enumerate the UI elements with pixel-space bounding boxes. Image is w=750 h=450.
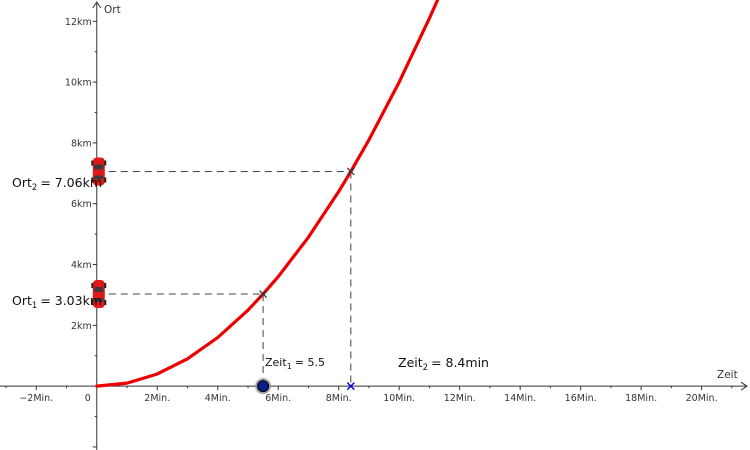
curve-point-marker-2 [346, 167, 355, 176]
car-rear-window [94, 298, 104, 303]
car-windshield [94, 164, 104, 170]
y-axis-label: Ort [104, 4, 121, 16]
cars [91, 157, 107, 309]
y-tick-label: 4km [71, 260, 92, 271]
x-tick-label: 4Min. [205, 393, 231, 404]
car-windshield [94, 287, 104, 293]
car-wheel [104, 177, 107, 183]
x-tick-label: 12Min. [444, 393, 476, 404]
curve-point-marker-1 [259, 290, 268, 298]
car-wheel [104, 300, 107, 306]
y-tick-label: 6km [71, 199, 92, 210]
car-rear-window [94, 175, 104, 180]
x-tick-label: 18Min. [625, 393, 657, 404]
y-tick-label: 10km [65, 78, 92, 89]
zeit2-label: Zeit2 = 8.4min [398, 355, 489, 373]
x-tick-label: 10Min. [383, 393, 415, 404]
markers [255, 167, 355, 395]
zeit1-slider-point[interactable] [257, 380, 270, 393]
x-axis-label: Zeit [717, 369, 738, 381]
car-wheel [91, 160, 94, 166]
x-tick-label: 20Min. [686, 393, 718, 404]
ort2-label: Ort2 = 7.06km [12, 175, 102, 193]
zeit1-label: Zeit1 = 5.5 [265, 356, 325, 371]
car-wheel [104, 283, 107, 289]
x-tick-label: 8Min. [326, 393, 352, 404]
x-tick-label: 2Min. [144, 393, 170, 404]
x-tick-label: 6Min. [265, 393, 291, 404]
car-icon-1 [91, 280, 107, 309]
y-axis-arrow [92, 1, 102, 9]
dashed-guides [96, 170, 352, 387]
car-wheel [91, 300, 94, 306]
x-tick-label: 16Min. [565, 393, 597, 404]
x-tick-label: 14Min. [504, 393, 536, 404]
y-tick-label: 8km [71, 138, 92, 149]
curve-layer [95, 0, 440, 388]
x-tick-label: 0 [85, 393, 91, 404]
x-axis-arrow [740, 381, 748, 391]
car-icon-2 [91, 157, 107, 186]
y-tick-label: 12km [65, 17, 92, 28]
ort1-label: Ort1 = 3.03km [12, 293, 102, 311]
zeit2-x-marker [346, 382, 355, 391]
y-tick-label: 2km [71, 321, 92, 332]
curve-line [95, 0, 440, 388]
x-tick-label: −2Min. [19, 393, 53, 404]
car-wheel [91, 283, 94, 289]
car-wheel [104, 160, 107, 166]
car-wheel [91, 177, 94, 183]
